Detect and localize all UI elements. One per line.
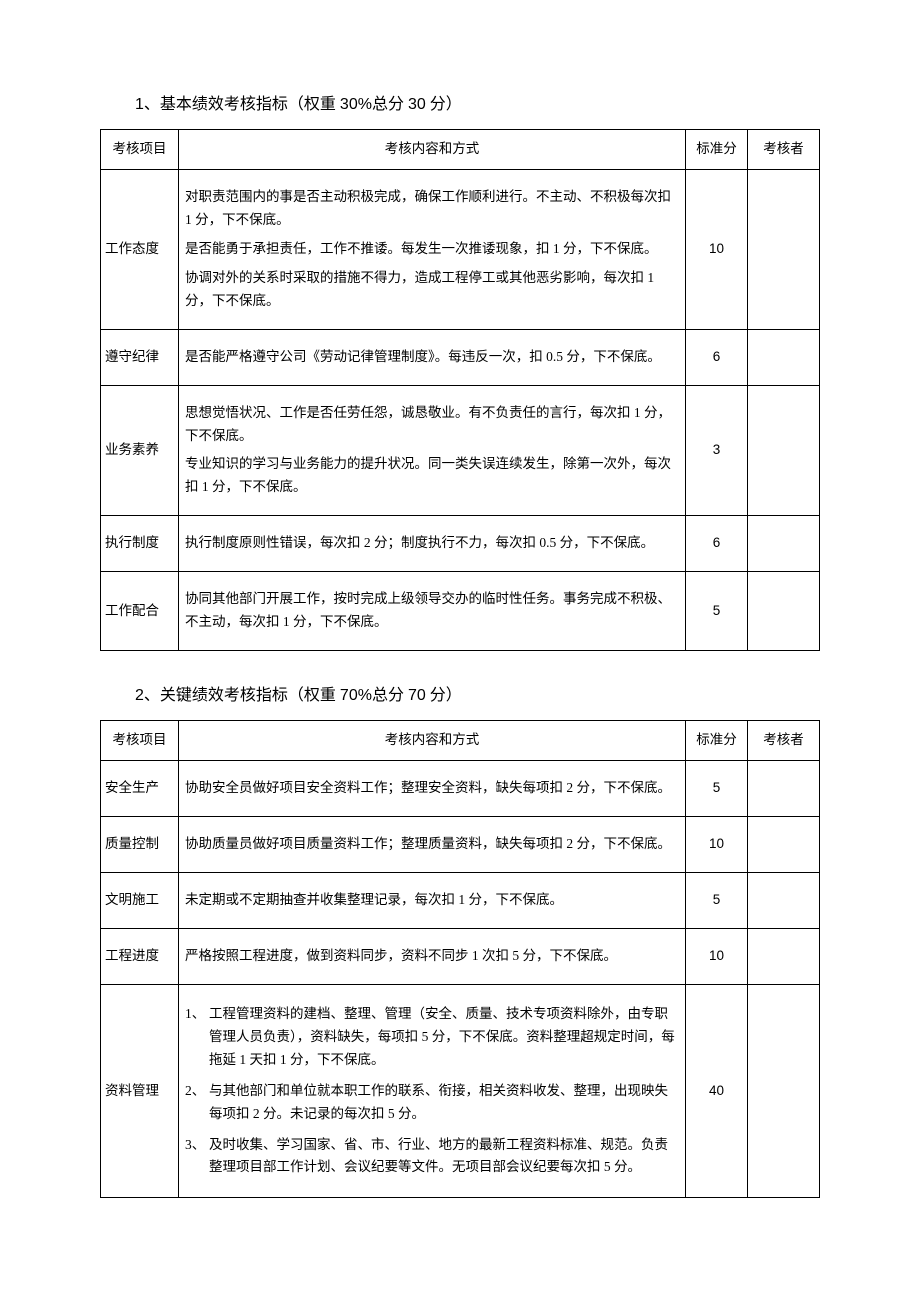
cell-score: 5: [686, 872, 748, 928]
cell-examiner: [748, 516, 820, 572]
th-examiner: 考核者: [748, 721, 820, 761]
cell-category: 文明施工: [101, 872, 179, 928]
th-category: 考核项目: [101, 721, 179, 761]
cell-score: 10: [686, 169, 748, 329]
cell-score: 6: [686, 516, 748, 572]
table-row: 资料管理 1、 工程管理资料的建档、整理、管理（安全、质量、技术专项资料除外，由…: [101, 984, 820, 1198]
table-section2: 考核项目 考核内容和方式 标准分 考核者 安全生产 协助安全员做好项目安全资料工…: [100, 720, 820, 1198]
table-row: 质量控制 协助质量员做好项目质量资料工作；整理质量资料，缺失每项扣 2 分，下不…: [101, 817, 820, 873]
th-score: 标准分: [686, 721, 748, 761]
th-content: 考核内容和方式: [179, 130, 686, 170]
cell-examiner: [748, 385, 820, 516]
cell-examiner: [748, 817, 820, 873]
th-category: 考核项目: [101, 130, 179, 170]
table-row: 工作态度 对职责范围内的事是否主动积极完成，确保工作顺利进行。不主动、不积极每次…: [101, 169, 820, 329]
table-row: 工程进度 严格按照工程进度，做到资料同步，资料不同步 1 次扣 5 分，下不保底…: [101, 928, 820, 984]
cell-content: 协同其他部门开展工作，按时完成上级领导交办的临时性任务。事务完成不积极、不主动，…: [179, 572, 686, 651]
cell-score: 5: [686, 572, 748, 651]
th-score: 标准分: [686, 130, 748, 170]
cell-content: 是否能严格遵守公司《劳动记律管理制度》。每违反一次，扣 0.5 分，下不保底。: [179, 329, 686, 385]
table-row: 工作配合 协同其他部门开展工作，按时完成上级领导交办的临时性任务。事务完成不积极…: [101, 572, 820, 651]
cell-examiner: [748, 984, 820, 1198]
cell-content: 思想觉悟状况、工作是否任劳任怨，诚恳敬业。有不负责任的言行，每次扣 1 分，下不…: [179, 385, 686, 516]
cell-content: 对职责范围内的事是否主动积极完成，确保工作顺利进行。不主动、不积极每次扣 1 分…: [179, 169, 686, 329]
table-row: 遵守纪律 是否能严格遵守公司《劳动记律管理制度》。每违反一次，扣 0.5 分，下…: [101, 329, 820, 385]
section2-title: 2、关键绩效考核指标（权重 70%总分 70 分）: [135, 681, 820, 705]
cell-score: 6: [686, 329, 748, 385]
cell-category: 安全生产: [101, 761, 179, 817]
cell-score: 10: [686, 817, 748, 873]
cell-examiner: [748, 928, 820, 984]
cell-category: 执行制度: [101, 516, 179, 572]
table-row: 业务素养 思想觉悟状况、工作是否任劳任怨，诚恳敬业。有不负责任的言行，每次扣 1…: [101, 385, 820, 516]
cell-score: 5: [686, 761, 748, 817]
cell-category: 工程进度: [101, 928, 179, 984]
cell-category: 工作配合: [101, 572, 179, 651]
cell-content: 协助安全员做好项目安全资料工作；整理安全资料，缺失每项扣 2 分，下不保底。: [179, 761, 686, 817]
cell-category: 质量控制: [101, 817, 179, 873]
cell-examiner: [748, 872, 820, 928]
th-examiner: 考核者: [748, 130, 820, 170]
cell-score: 10: [686, 928, 748, 984]
cell-examiner: [748, 572, 820, 651]
cell-content: 执行制度原则性错误，每次扣 2 分；制度执行不力，每次扣 0.5 分，下不保底。: [179, 516, 686, 572]
cell-content: 协助质量员做好项目质量资料工作；整理质量资料，缺失每项扣 2 分，下不保底。: [179, 817, 686, 873]
table-row: 安全生产 协助安全员做好项目安全资料工作；整理安全资料，缺失每项扣 2 分，下不…: [101, 761, 820, 817]
cell-examiner: [748, 761, 820, 817]
cell-category: 业务素养: [101, 385, 179, 516]
table-row: 执行制度 执行制度原则性错误，每次扣 2 分；制度执行不力，每次扣 0.5 分，…: [101, 516, 820, 572]
table-row: 文明施工 未定期或不定期抽查并收集整理记录，每次扣 1 分，下不保底。 5: [101, 872, 820, 928]
cell-category: 遵守纪律: [101, 329, 179, 385]
section1-title: 1、基本绩效考核指标（权重 30%总分 30 分）: [135, 90, 820, 114]
cell-category: 工作态度: [101, 169, 179, 329]
cell-category: 资料管理: [101, 984, 179, 1198]
cell-content: 1、 工程管理资料的建档、整理、管理（安全、质量、技术专项资料除外，由专职管理人…: [179, 984, 686, 1198]
cell-examiner: [748, 329, 820, 385]
cell-content: 未定期或不定期抽查并收集整理记录，每次扣 1 分，下不保底。: [179, 872, 686, 928]
cell-score: 3: [686, 385, 748, 516]
cell-examiner: [748, 169, 820, 329]
table-section1: 考核项目 考核内容和方式 标准分 考核者 工作态度 对职责范围内的事是否主动积极…: [100, 129, 820, 651]
cell-score: 40: [686, 984, 748, 1198]
th-content: 考核内容和方式: [179, 721, 686, 761]
cell-content: 严格按照工程进度，做到资料同步，资料不同步 1 次扣 5 分，下不保底。: [179, 928, 686, 984]
